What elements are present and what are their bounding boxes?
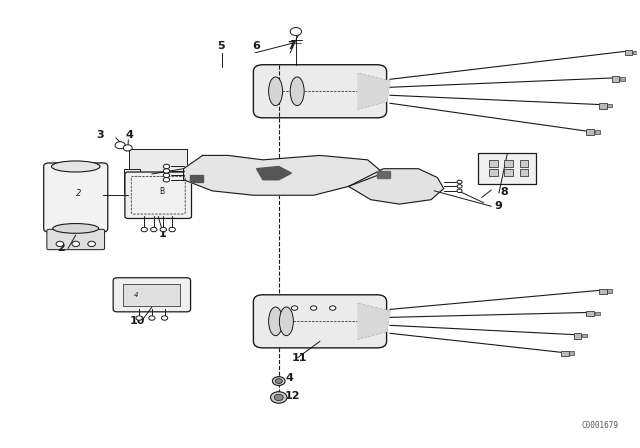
Circle shape (88, 241, 95, 246)
Circle shape (115, 142, 125, 149)
Bar (561, 350, 569, 356)
FancyBboxPatch shape (124, 169, 140, 193)
Bar (504, 159, 513, 167)
Bar (595, 312, 600, 315)
Polygon shape (358, 304, 390, 339)
Bar (586, 311, 594, 316)
Text: 4: 4 (125, 130, 133, 140)
Bar (633, 51, 638, 54)
Ellipse shape (53, 224, 99, 233)
Bar (607, 289, 612, 293)
Bar (489, 169, 498, 177)
Circle shape (124, 145, 132, 151)
Circle shape (163, 177, 170, 182)
Circle shape (291, 306, 298, 310)
Bar (570, 351, 575, 355)
FancyBboxPatch shape (253, 295, 387, 348)
Polygon shape (377, 171, 390, 177)
Circle shape (290, 28, 301, 35)
Bar (599, 103, 607, 108)
Text: 6: 6 (252, 41, 260, 51)
Circle shape (148, 316, 155, 320)
Text: B: B (159, 187, 164, 196)
FancyBboxPatch shape (124, 284, 180, 306)
Circle shape (160, 227, 166, 232)
FancyBboxPatch shape (47, 229, 104, 250)
Text: 1: 1 (158, 229, 166, 239)
Ellipse shape (51, 161, 100, 172)
Bar (504, 169, 513, 177)
Polygon shape (349, 169, 444, 204)
Circle shape (163, 173, 170, 177)
Bar (607, 103, 612, 107)
Circle shape (330, 306, 336, 310)
Text: C0001679: C0001679 (581, 421, 618, 430)
Bar (489, 159, 498, 167)
Text: 11: 11 (291, 353, 307, 363)
Ellipse shape (269, 77, 283, 106)
Text: 10: 10 (130, 315, 145, 326)
Text: 7: 7 (287, 41, 295, 51)
Text: 2: 2 (76, 189, 81, 198)
Bar (574, 333, 581, 339)
Circle shape (72, 241, 79, 246)
Bar (595, 130, 600, 134)
Circle shape (163, 164, 170, 169)
FancyBboxPatch shape (44, 163, 108, 232)
Circle shape (141, 227, 147, 232)
Circle shape (161, 316, 168, 320)
FancyBboxPatch shape (478, 153, 536, 185)
FancyBboxPatch shape (253, 65, 387, 118)
Circle shape (310, 306, 317, 310)
Bar (520, 159, 529, 167)
Circle shape (273, 377, 285, 385)
Ellipse shape (269, 307, 283, 336)
Circle shape (136, 316, 142, 320)
Ellipse shape (280, 307, 293, 336)
Text: 4: 4 (285, 373, 293, 383)
Circle shape (457, 180, 462, 184)
FancyBboxPatch shape (129, 149, 187, 180)
Circle shape (56, 241, 64, 246)
Polygon shape (358, 73, 390, 109)
Polygon shape (257, 167, 291, 180)
Text: 4: 4 (134, 292, 138, 298)
Text: 9: 9 (495, 201, 502, 211)
Bar (520, 169, 529, 177)
Ellipse shape (290, 77, 304, 106)
Bar (599, 289, 607, 294)
Circle shape (457, 189, 462, 193)
FancyBboxPatch shape (113, 278, 191, 312)
Bar (612, 76, 620, 82)
Circle shape (271, 392, 287, 403)
Bar (582, 334, 587, 337)
Circle shape (169, 227, 175, 232)
Polygon shape (190, 175, 203, 182)
Bar (625, 50, 632, 56)
Text: 8: 8 (501, 187, 509, 197)
Bar (620, 77, 625, 81)
Polygon shape (184, 155, 383, 195)
Text: 3: 3 (97, 130, 104, 140)
Text: 2: 2 (57, 242, 65, 253)
Circle shape (163, 169, 170, 173)
Circle shape (274, 394, 284, 401)
Text: 5: 5 (217, 41, 225, 51)
Circle shape (457, 185, 462, 188)
Circle shape (275, 379, 282, 383)
Bar (586, 129, 594, 135)
Text: 12: 12 (285, 391, 301, 401)
Circle shape (150, 227, 157, 232)
FancyBboxPatch shape (125, 172, 191, 219)
